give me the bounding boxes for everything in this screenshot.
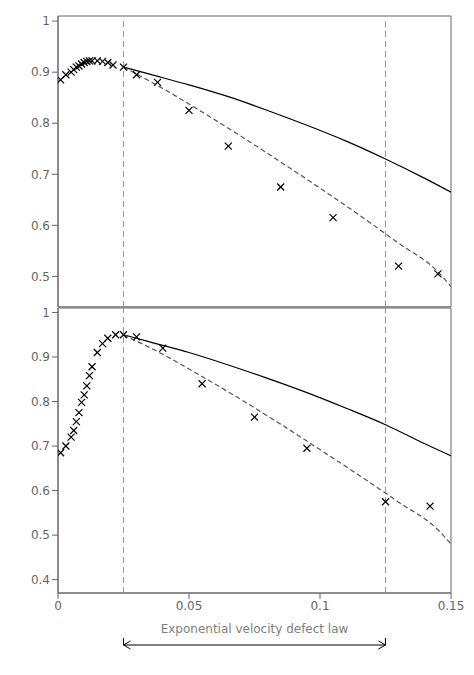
svg-text:0: 0 [54,599,62,613]
svg-text:0.7: 0.7 [31,168,50,182]
svg-text:0.8: 0.8 [31,395,50,409]
svg-text:0.7: 0.7 [31,439,50,453]
svg-text:0.6: 0.6 [31,219,50,233]
svg-text:Exponential velocity defect la: Exponential velocity defect law [161,622,349,636]
svg-text:0.5: 0.5 [31,528,50,542]
svg-text:0.5: 0.5 [31,270,50,284]
svg-text:0.05: 0.05 [176,599,203,613]
svg-text:0.9: 0.9 [31,350,50,364]
svg-text:1: 1 [42,14,50,28]
svg-text:0.6: 0.6 [31,484,50,498]
svg-text:0.1: 0.1 [310,599,329,613]
svg-text:0.9: 0.9 [31,65,50,79]
svg-text:0.15: 0.15 [438,599,465,613]
svg-text:0.8: 0.8 [31,116,50,130]
svg-text:0.4: 0.4 [31,573,50,587]
svg-text:1: 1 [42,308,50,320]
